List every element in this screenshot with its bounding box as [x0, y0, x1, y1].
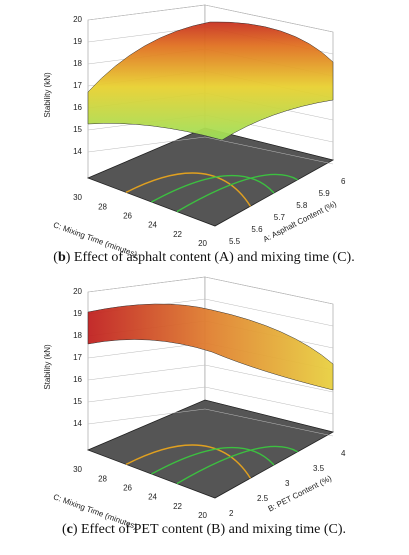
floor — [86, 127, 335, 227]
floor — [86, 399, 335, 499]
grid-line — [204, 276, 334, 305]
left-axis-tick-label: 24 — [148, 493, 157, 502]
grid-line — [87, 386, 206, 403]
right-axis-tick-label: 3 — [285, 479, 290, 488]
response-surface — [87, 303, 334, 391]
right-axis-tick-label: 4 — [341, 449, 346, 458]
right-axis-tick-label: 5.8 — [296, 201, 308, 210]
left-axis-tick-label: 20 — [198, 511, 207, 520]
right-axis-tick-label: 3.5 — [313, 464, 325, 473]
contour-line — [151, 446, 275, 475]
left-axis-tick-label: 30 — [73, 465, 82, 474]
caption-part: ( — [62, 522, 67, 537]
response-surface — [87, 21, 334, 141]
z-tick-label: 19 — [73, 309, 82, 318]
z-axis-label: Stability (kN) — [43, 72, 52, 118]
grid-line — [204, 4, 334, 33]
z-tick-label: 16 — [73, 375, 82, 384]
right-axis-tick-label: 5.9 — [319, 189, 331, 198]
left-axis-tick-label: 20 — [198, 239, 207, 248]
right-axis-tick-label: 5.6 — [251, 225, 263, 234]
grid-line — [204, 364, 334, 393]
z-tick-label: 16 — [73, 103, 82, 112]
grid-line — [87, 136, 206, 153]
z-tick-label: 20 — [73, 15, 82, 24]
contour-line — [176, 173, 298, 213]
grid-line — [87, 342, 206, 359]
caption-part: ) Effect of asphalt content (A) and mixi… — [66, 250, 355, 265]
grid-line — [87, 408, 206, 425]
contour-line — [125, 172, 251, 207]
panel: 14 15 16 17 18 19 20 Stability (kN) 30 28 26 24 22 20… — [43, 4, 355, 265]
z-tick-label: 17 — [73, 81, 82, 90]
grid-line — [87, 364, 206, 381]
right-axis-label: B: PET Content (%) — [267, 474, 334, 514]
grid-line — [204, 386, 334, 415]
caption-part: ) Effect of PET content (B) and mixing t… — [73, 522, 346, 537]
right-axis-tick-label: 5.5 — [229, 237, 241, 246]
z-axis-label: Stability (kN) — [43, 344, 52, 390]
left-axis-tick-label: 30 — [73, 193, 82, 202]
contour-line — [176, 445, 298, 485]
grid-line — [204, 298, 334, 327]
grid-line — [87, 276, 206, 293]
right-axis-tick-label: 2 — [229, 509, 234, 518]
caption: (c) Effect of PET content (B) and mixing… — [62, 522, 346, 537]
caption: (b) Effect of asphalt content (A) and mi… — [53, 250, 354, 265]
caption-part: b — [58, 250, 66, 265]
z-tick-label: 19 — [73, 37, 82, 46]
left-axis-tick-label: 28 — [98, 474, 107, 483]
left-axis-tick-label: 22 — [173, 230, 182, 239]
caption-part: ( — [53, 250, 58, 265]
z-tick-label: 15 — [73, 125, 82, 134]
left-axis-tick-label: 26 — [123, 484, 132, 493]
contour-line — [151, 174, 275, 203]
right-axis-tick-label: 5.7 — [274, 213, 286, 222]
left-axis-tick-label: 24 — [148, 221, 157, 230]
left-axis-tick-label: 22 — [173, 502, 182, 511]
caption-part: c — [67, 522, 73, 537]
z-tick-label: 17 — [73, 353, 82, 362]
z-tick-label: 20 — [73, 287, 82, 296]
grid-line — [204, 408, 334, 437]
contour-line — [125, 444, 251, 479]
left-axis-tick-label: 26 — [123, 212, 132, 221]
grid-line — [87, 4, 206, 21]
z-tick-label: 18 — [73, 59, 82, 68]
right-axis-tick-label: 2.5 — [257, 494, 269, 503]
z-tick-label: 14 — [73, 419, 82, 428]
z-tick-label: 15 — [73, 397, 82, 406]
left-axis-tick-label: 28 — [98, 202, 107, 211]
grid-line — [204, 136, 334, 165]
right-axis-tick-label: 6 — [341, 177, 346, 186]
z-tick-label: 14 — [73, 147, 82, 156]
z-tick-label: 18 — [73, 331, 82, 340]
